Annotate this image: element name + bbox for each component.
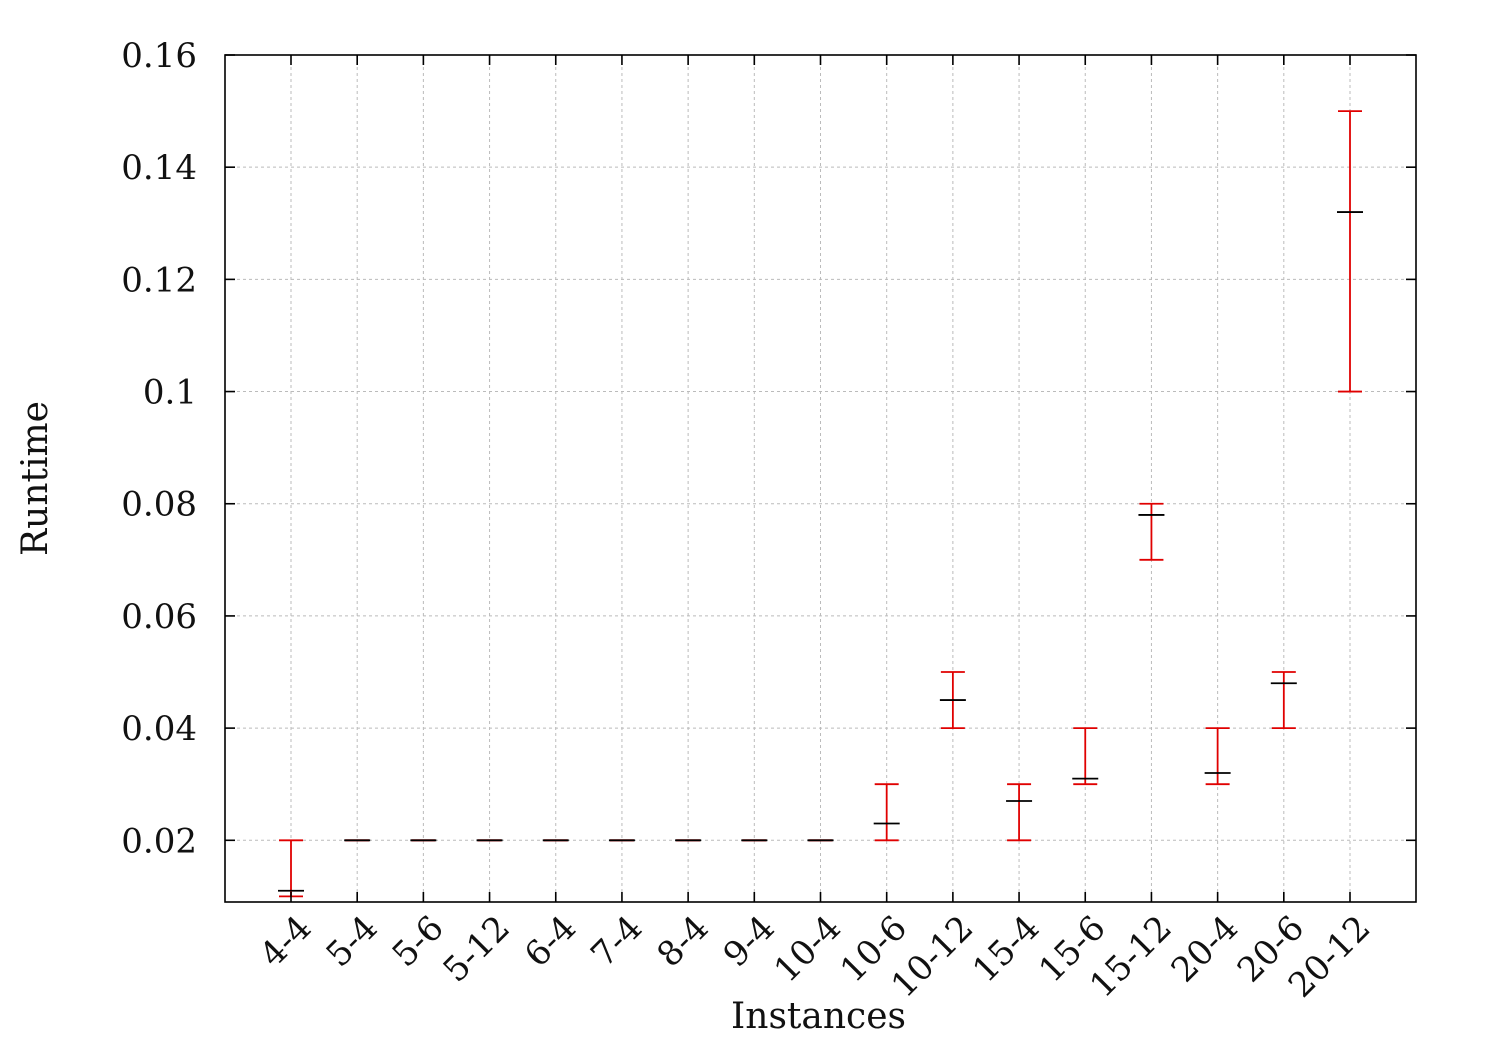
y-tick-label: 0.06 [121, 597, 197, 637]
y-tick-label: 0.08 [121, 485, 197, 525]
errorbar-20-4 [1204, 727, 1231, 786]
errorbar-4-4 [278, 839, 304, 898]
x-tick-label: 10-4 [767, 908, 849, 990]
errorbar-20-12 [1337, 110, 1363, 393]
errorbar-10-12 [939, 671, 966, 730]
error-bars [278, 110, 1363, 898]
x-tick-label: 15-4 [965, 908, 1047, 990]
x-tick-label: 7-4 [583, 908, 650, 975]
x-tick-label: 6-4 [517, 908, 584, 975]
y-tick-label: 0.1 [143, 373, 197, 413]
x-tick-label: 8-4 [649, 908, 716, 975]
x-axis-title: Instances [731, 996, 906, 1037]
grid-lines [225, 54, 1416, 902]
y-tick-label: 0.16 [121, 36, 197, 76]
x-tick-label: 5-12 [436, 908, 518, 990]
x-tick-label: 5-4 [319, 908, 386, 975]
y-tick-label: 0.02 [121, 821, 197, 861]
errorbar-20-6 [1270, 671, 1297, 730]
errorbar-15-12 [1138, 502, 1165, 561]
x-tick-label: 4-4 [252, 908, 319, 975]
errorbar-15-4 [1006, 783, 1033, 842]
axis-ticks: 0.020.040.060.080.10.120.140.164-4 5-4 5-6… [121, 36, 1416, 1006]
x-tick-label: 20-4 [1164, 908, 1246, 990]
errorbar-10-6 [873, 783, 900, 842]
errorbar-15-6 [1072, 727, 1099, 786]
y-tick-label: 0.04 [121, 709, 197, 749]
y-tick-label: 0.14 [121, 148, 197, 188]
y-tick-label: 0.12 [121, 260, 197, 300]
y-axis-title: Runtime [15, 401, 56, 556]
